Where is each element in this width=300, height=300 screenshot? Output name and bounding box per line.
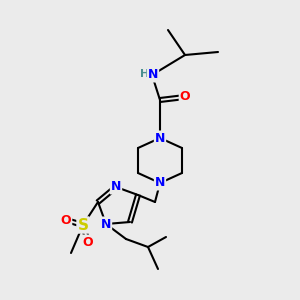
Text: N: N (155, 131, 165, 145)
Text: S: S (77, 218, 88, 232)
Text: H: H (140, 69, 150, 79)
Text: N: N (155, 176, 165, 190)
Text: O: O (180, 91, 190, 103)
Text: O: O (61, 214, 71, 226)
Text: N: N (148, 68, 158, 82)
Text: N: N (101, 218, 111, 230)
Text: O: O (83, 236, 93, 248)
Text: N: N (111, 181, 121, 194)
